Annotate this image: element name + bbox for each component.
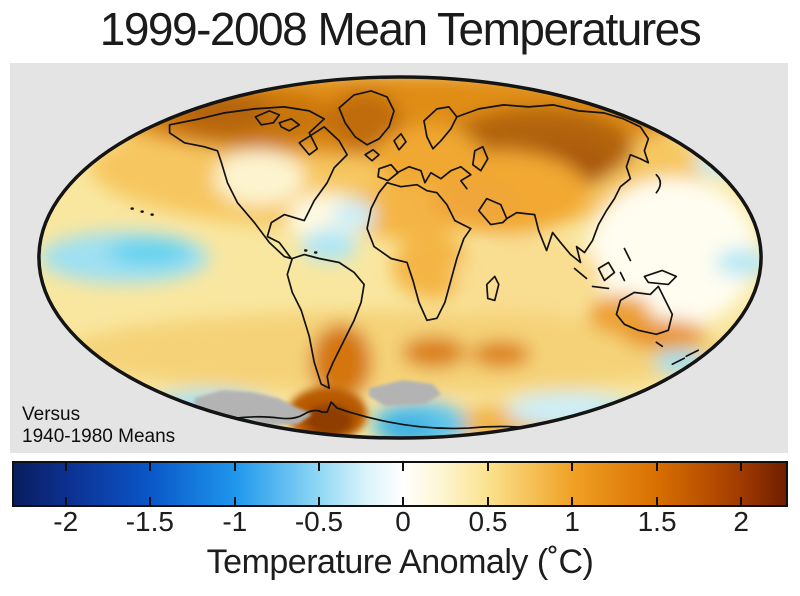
tick-label: -0.5 bbox=[294, 506, 344, 537]
tick-label: 1.5 bbox=[637, 506, 677, 537]
world-map-panel: Versus 1940-1980 Means bbox=[10, 63, 788, 453]
coastlines bbox=[130, 90, 700, 431]
tick-label: 1 bbox=[564, 506, 580, 537]
tick-label: -1.5 bbox=[125, 506, 174, 537]
colorbar-tick-labels: -2 -1.5 -1 -0.5 0 0.5 1 1.5 2 bbox=[14, 506, 786, 540]
antarctic-peninsula-warm-blob bbox=[287, 387, 368, 439]
colorbar-label: Temperature Anomaly (˚C) bbox=[206, 543, 594, 581]
baseline-caption-line1: Versus bbox=[22, 404, 81, 425]
anomaly-field bbox=[39, 76, 762, 439]
tick-label: -2 bbox=[53, 506, 79, 537]
world-map bbox=[37, 75, 763, 440]
tick-label: 0.5 bbox=[468, 506, 508, 537]
baseline-caption-line2: 1940-1980 Means bbox=[22, 426, 176, 447]
page-title: 1999-2008 Mean Temperatures bbox=[99, 3, 702, 55]
tick-label: -1 bbox=[222, 506, 248, 537]
tick-label: 2 bbox=[733, 506, 750, 537]
baseline-caption: Versus 1940-1980 Means bbox=[22, 404, 175, 448]
colorbar bbox=[12, 461, 788, 507]
globe-outline bbox=[37, 75, 763, 440]
tick-label: 0 bbox=[395, 506, 411, 537]
